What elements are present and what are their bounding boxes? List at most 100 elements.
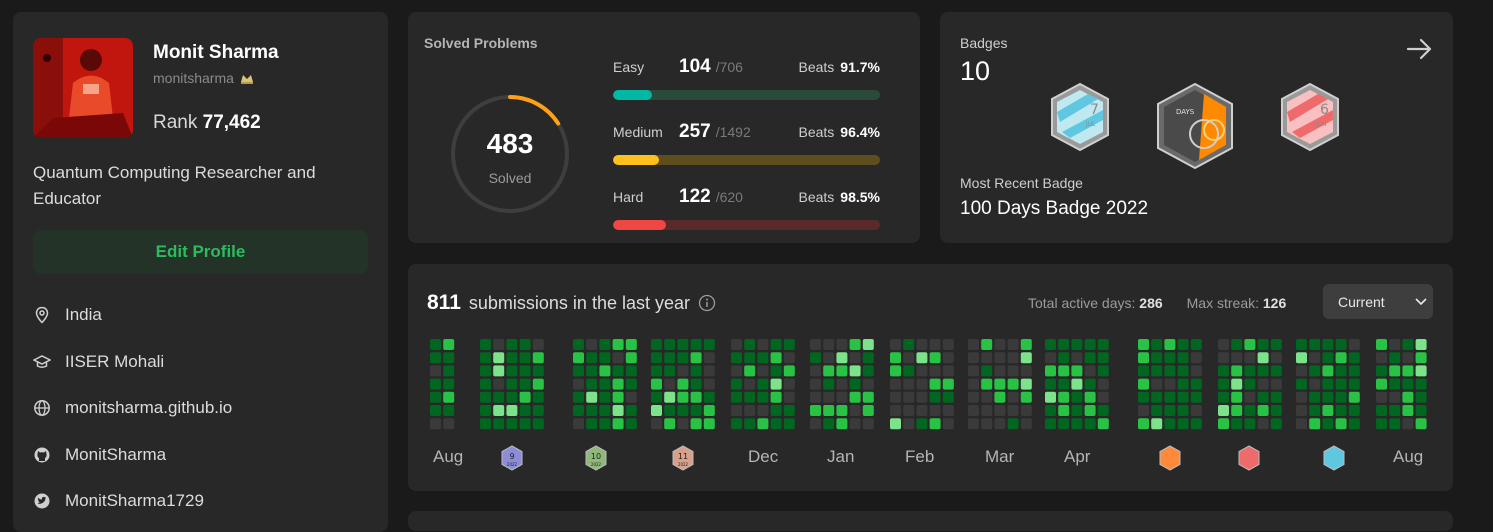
- heatmap-cell[interactable]: [1045, 391, 1056, 403]
- heatmap-cell[interactable]: [1348, 339, 1360, 350]
- heatmap-cell[interactable]: [836, 418, 848, 430]
- heatmap-cell[interactable]: [862, 405, 874, 416]
- heatmap-cell[interactable]: [981, 378, 993, 390]
- heatmap-cell[interactable]: [703, 365, 715, 377]
- heatmap-cell[interactable]: [443, 391, 455, 403]
- heatmap-cell[interactable]: [532, 405, 544, 416]
- heatmap-cell[interactable]: [810, 378, 821, 390]
- heatmap-cell[interactable]: [1164, 405, 1176, 416]
- heatmap-cell[interactable]: [942, 378, 954, 390]
- heatmap-cell[interactable]: [480, 391, 491, 403]
- avatar[interactable]: [33, 38, 133, 138]
- heatmap-cell[interactable]: [1389, 352, 1401, 364]
- heatmap-cell[interactable]: [1231, 365, 1243, 377]
- heatmap-cell[interactable]: [1007, 418, 1019, 430]
- heatmap-cell[interactable]: [1007, 391, 1019, 403]
- heatmap-cell[interactable]: [586, 339, 598, 350]
- heatmap-cell[interactable]: [929, 378, 941, 390]
- heatmap-cell[interactable]: [968, 365, 979, 377]
- heatmap-cell[interactable]: [757, 352, 769, 364]
- heatmap-cell[interactable]: [731, 418, 742, 430]
- heatmap-cell[interactable]: [443, 418, 455, 430]
- heatmap-cell[interactable]: [493, 405, 505, 416]
- heatmap-cell[interactable]: [1190, 365, 1202, 377]
- heatmap-cell[interactable]: [1322, 365, 1334, 377]
- heatmap-cell[interactable]: [1151, 352, 1163, 364]
- heatmap-cell[interactable]: [968, 418, 979, 430]
- heatmap-cell[interactable]: [1415, 405, 1427, 416]
- heatmap-cell[interactable]: [493, 391, 505, 403]
- heatmap-cell[interactable]: [1402, 391, 1414, 403]
- heatmap-cell[interactable]: [506, 405, 518, 416]
- heatmap-cell[interactable]: [1335, 352, 1347, 364]
- heatmap-cell[interactable]: [981, 418, 993, 430]
- heatmap-cell[interactable]: [573, 352, 584, 364]
- heatmap-cell[interactable]: [506, 365, 518, 377]
- heatmap-cell[interactable]: [757, 378, 769, 390]
- heatmap-cell[interactable]: [519, 352, 531, 364]
- heatmap-cell[interactable]: [430, 352, 441, 364]
- heatmap-cell[interactable]: [770, 352, 782, 364]
- heatmap-cell[interactable]: [430, 378, 441, 390]
- heatmap-cell[interactable]: [573, 339, 584, 350]
- heatmap-cell[interactable]: [994, 378, 1006, 390]
- heatmap-cell[interactable]: [586, 391, 598, 403]
- heatmap-cell[interactable]: [942, 352, 954, 364]
- monthly-badge-icon[interactable]: [1158, 445, 1182, 471]
- heatmap-cell[interactable]: [443, 339, 455, 350]
- heatmap-cell[interactable]: [942, 391, 954, 403]
- heatmap-cell[interactable]: [493, 378, 505, 390]
- heatmap-cell[interactable]: [1097, 378, 1109, 390]
- heatmap-cell[interactable]: [1164, 391, 1176, 403]
- heatmap-cell[interactable]: [1335, 391, 1347, 403]
- heatmap-cell[interactable]: [1348, 378, 1360, 390]
- heatmap-cell[interactable]: [493, 339, 505, 350]
- heatmap-cell[interactable]: [1244, 352, 1256, 364]
- heatmap-cell[interactable]: [664, 391, 676, 403]
- heatmap-cell[interactable]: [1097, 365, 1109, 377]
- heatmap-cell[interactable]: [1257, 418, 1269, 430]
- heatmap-cell[interactable]: [703, 391, 715, 403]
- heatmap-cell[interactable]: [1084, 365, 1096, 377]
- heatmap-cell[interactable]: [1402, 418, 1414, 430]
- heatmap-cell[interactable]: [1415, 378, 1427, 390]
- heatmap-cell[interactable]: [744, 418, 756, 430]
- heatmap-cell[interactable]: [677, 391, 689, 403]
- heatmap-cell[interactable]: [1020, 339, 1032, 350]
- heatmap-cell[interactable]: [1322, 391, 1334, 403]
- heatmap-cell[interactable]: [1020, 405, 1032, 416]
- heatmap-cell[interactable]: [664, 378, 676, 390]
- heatmap-cell[interactable]: [1257, 378, 1269, 390]
- heatmap-cell[interactable]: [1296, 352, 1307, 364]
- heatmap-cell[interactable]: [519, 339, 531, 350]
- github-link[interactable]: MonitSharma: [65, 444, 167, 464]
- heatmap-cell[interactable]: [1190, 352, 1202, 364]
- heatmap-cell[interactable]: [677, 352, 689, 364]
- heatmap-cell[interactable]: [862, 365, 874, 377]
- heatmap-cell[interactable]: [1190, 339, 1202, 350]
- heatmap-cell[interactable]: [493, 418, 505, 430]
- heatmap-cell[interactable]: [1415, 352, 1427, 364]
- heatmap-cell[interactable]: [519, 365, 531, 377]
- heatmap-cell[interactable]: [1270, 391, 1282, 403]
- heatmap-cell[interactable]: [1045, 339, 1056, 350]
- heatmap-cell[interactable]: [480, 365, 491, 377]
- heatmap-cell[interactable]: [783, 352, 795, 364]
- heatmap-cell[interactable]: [1257, 339, 1269, 350]
- heatmap-cell[interactable]: [1309, 339, 1321, 350]
- heatmap-cell[interactable]: [862, 418, 874, 430]
- heatmap-cell[interactable]: [1270, 365, 1282, 377]
- heatmap-cell[interactable]: [1084, 418, 1096, 430]
- heatmap-cell[interactable]: [480, 352, 491, 364]
- heatmap-cell[interactable]: [942, 405, 954, 416]
- heatmap-cell[interactable]: [1231, 405, 1243, 416]
- heatmap-cell[interactable]: [903, 352, 915, 364]
- heatmap-cell[interactable]: [651, 378, 662, 390]
- heatmap-cell[interactable]: [981, 391, 993, 403]
- heatmap-cell[interactable]: [757, 391, 769, 403]
- heatmap-cell[interactable]: [1415, 365, 1427, 377]
- heatmap-cell[interactable]: [573, 418, 584, 430]
- heatmap-cell[interactable]: [823, 405, 835, 416]
- heatmap-cell[interactable]: [1218, 365, 1229, 377]
